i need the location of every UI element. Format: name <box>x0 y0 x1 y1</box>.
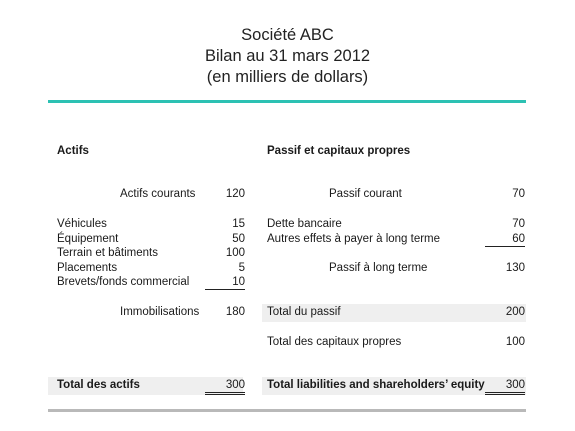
total-equity-value: 100 <box>505 336 525 348</box>
report-title: Bilan au 31 mars 2012 <box>204 47 371 65</box>
company-name: Société ABC <box>241 26 334 44</box>
total-liabilities-shade <box>262 304 526 322</box>
asset-item-value: 50 <box>232 233 245 245</box>
total-liabilities-value: 200 <box>505 306 525 318</box>
liability-item-label: Dette bancaire <box>267 218 342 230</box>
asset-item-label: Véhicules <box>57 218 107 230</box>
asset-item-value: 100 <box>225 247 245 259</box>
current-liabilities-label: Passif courant <box>329 188 402 200</box>
footer-divider <box>48 409 526 412</box>
longterm-liabilities-label: Passif à long terme <box>329 262 428 274</box>
asset-item-label: Terrain et bâtiments <box>57 247 158 259</box>
fixed-assets-value: 180 <box>225 306 245 318</box>
total-liabilities-label: Total du passif <box>267 306 341 318</box>
asset-item-label: Brevets/fonds commercial <box>57 276 190 288</box>
assets-heading: Actifs <box>57 145 89 157</box>
current-assets-label: Actifs courants <box>120 188 196 200</box>
liability-item-label: Autres effets à payer à long terme <box>267 233 441 245</box>
asset-item-label: Placements <box>57 262 118 274</box>
total-equity-label: Total des capitaux propres <box>267 336 402 348</box>
asset-item-value: 5 <box>238 262 245 274</box>
liabilities-heading: Passif et capitaux propres <box>267 145 411 157</box>
asset-item-label: Équipement <box>57 233 119 245</box>
total-assets-shade <box>48 377 243 395</box>
header-divider <box>48 100 526 103</box>
asset-item-value: 15 <box>232 218 245 230</box>
total-liab-equity-value: 300 <box>485 378 525 395</box>
longterm-liabilities-value: 130 <box>505 262 525 274</box>
total-liab-equity-shade <box>262 377 526 395</box>
liability-item-value: 60 <box>485 232 525 247</box>
fixed-assets-label: Immobilisations <box>120 306 200 318</box>
total-assets-value: 300 <box>205 378 245 395</box>
total-liab-equity-label: Total liabilities and shareholders’ equi… <box>267 379 485 391</box>
asset-item-value: 10 <box>205 275 245 290</box>
report-units: (en milliers de dollars) <box>206 68 369 86</box>
liability-item-value: 70 <box>512 218 525 230</box>
total-assets-label: Total des actifs <box>57 379 140 391</box>
current-assets-value: 120 <box>225 188 245 200</box>
current-liabilities-value: 70 <box>512 188 525 200</box>
